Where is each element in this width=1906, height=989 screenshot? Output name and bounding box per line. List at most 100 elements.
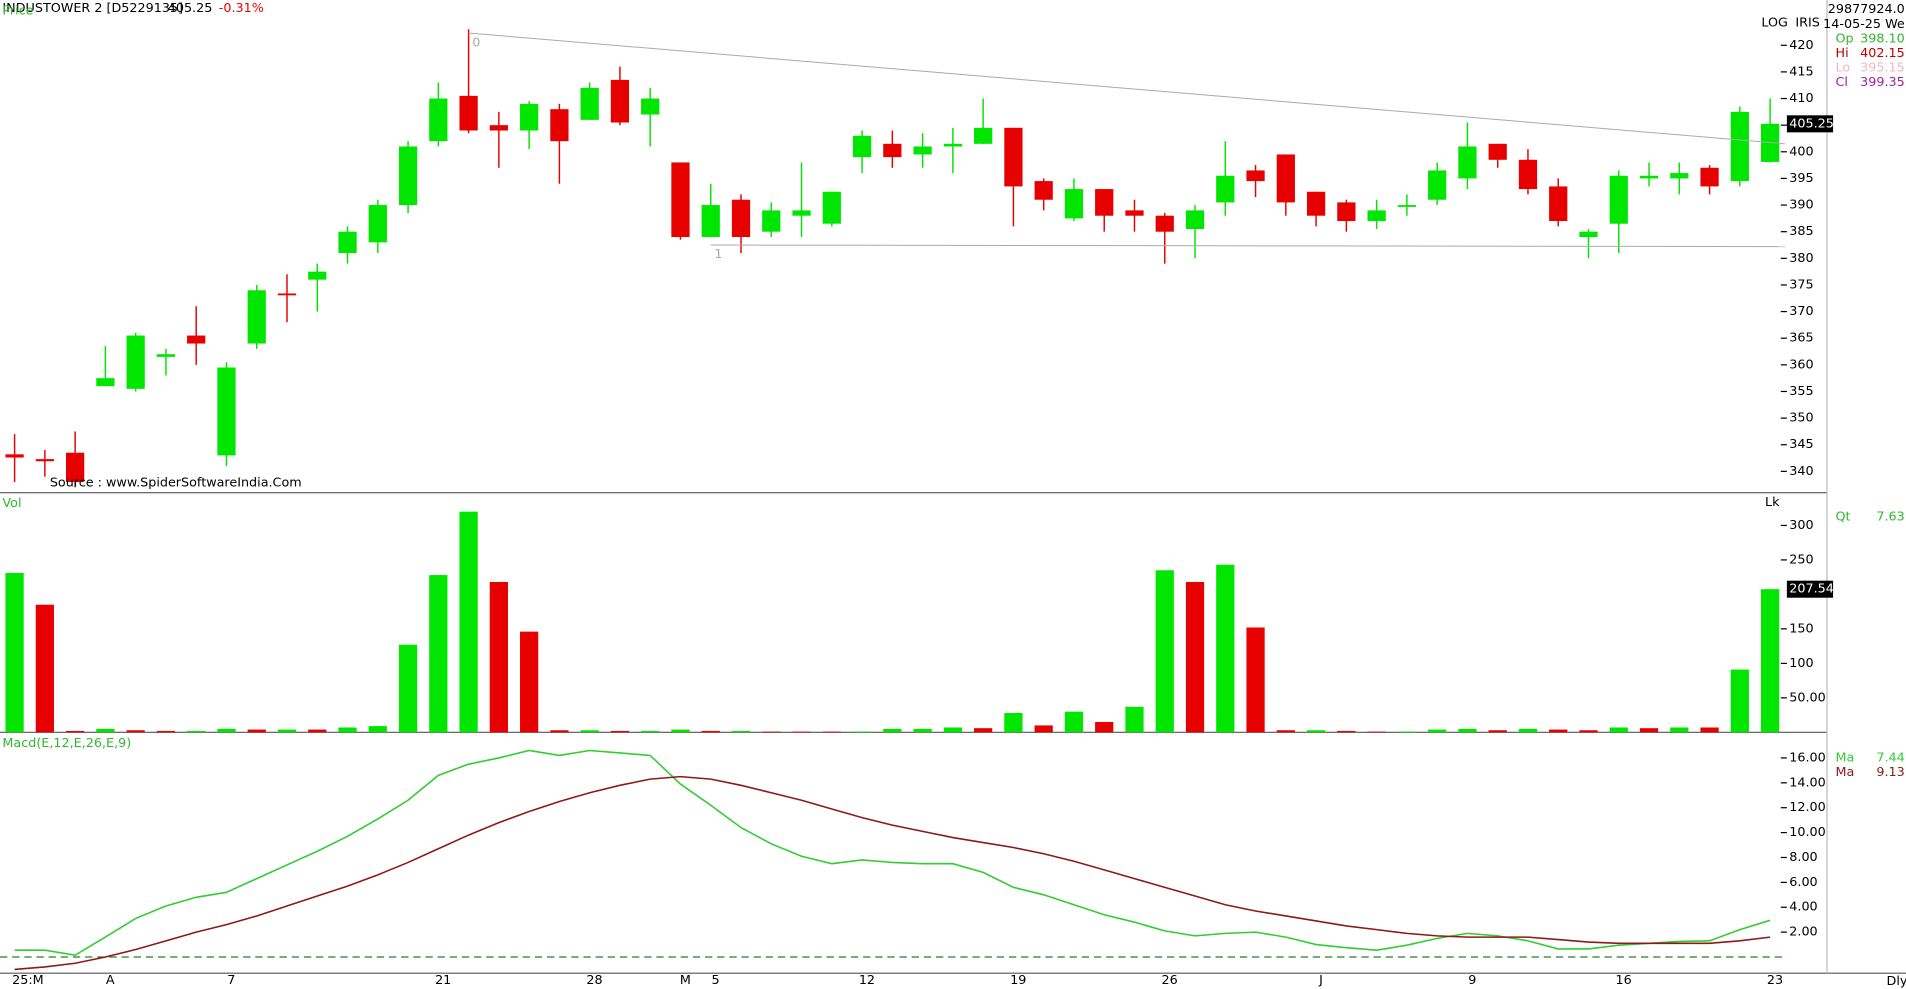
y-tick-label: 10.00 <box>1789 825 1826 840</box>
y-tick-label: 8.00 <box>1789 850 1817 865</box>
candle-body <box>1095 189 1114 216</box>
candle-body <box>974 127 993 144</box>
volume-bar <box>126 730 145 733</box>
x-tick-label: 5 <box>712 973 720 988</box>
volume-bar <box>974 728 993 733</box>
x-tick-label: 16 <box>1616 973 1632 988</box>
y-tick-label: 340 <box>1789 464 1813 479</box>
y-tick-label: 14.00 <box>1789 775 1826 790</box>
candle-body <box>1185 210 1205 230</box>
y-tick-label: 350 <box>1789 411 1813 426</box>
y-tick-label: 300 <box>1789 518 1813 533</box>
candle-body <box>550 109 569 142</box>
candle-body <box>1579 231 1598 238</box>
volume-bar <box>1518 728 1538 733</box>
volume-bar <box>1185 581 1205 733</box>
candle-body <box>429 98 448 142</box>
volume-bar <box>1579 730 1598 733</box>
candle-body <box>1306 191 1326 216</box>
y-tick-label: 400 <box>1789 144 1813 159</box>
info-label: Hi <box>1835 46 1848 61</box>
candle-body <box>398 146 418 206</box>
x-tick-label: 28 <box>586 973 602 988</box>
y-tick-label: 375 <box>1789 277 1813 292</box>
volume-bar <box>35 604 54 733</box>
candle-body <box>1670 173 1689 179</box>
volume-bar <box>762 731 781 733</box>
candle-body <box>489 125 508 131</box>
volume-bar <box>1246 627 1265 733</box>
candle-body <box>1730 111 1749 182</box>
volume-bar <box>1095 721 1114 733</box>
candle-body <box>822 191 841 224</box>
y-tick-label: 420 <box>1789 38 1813 53</box>
x-tick-label: 7 <box>227 973 235 988</box>
candle-body <box>1155 215 1174 232</box>
volume-bar <box>701 730 720 733</box>
date: 14-05-25 We <box>1823 17 1905 32</box>
volume-bar <box>1609 727 1628 733</box>
volume-bar <box>1034 725 1053 733</box>
candle-body <box>852 135 872 158</box>
candle-body <box>35 459 54 462</box>
y-tick-label: 250 <box>1789 552 1813 567</box>
candle-body <box>217 367 236 456</box>
period: Dly <box>1887 974 1906 989</box>
volume-bar <box>822 731 841 733</box>
panel-title: Vol <box>2 496 21 511</box>
y-tick-label: 380 <box>1789 251 1813 266</box>
x-tick-label: A <box>106 973 115 988</box>
candle-body <box>1428 170 1447 200</box>
y-tick-label: 385 <box>1789 224 1813 239</box>
volume-bar <box>308 729 327 733</box>
candle-body <box>66 452 85 483</box>
info-value: 402.15 <box>1860 46 1905 61</box>
change: -0.31% <box>219 1 264 16</box>
info-value: 398.10 <box>1860 31 1905 46</box>
candle-body <box>762 210 781 232</box>
x-tick-label: 12 <box>859 973 875 988</box>
x-tick-label: 26 <box>1161 973 1177 988</box>
y-tick-label: 415 <box>1789 64 1813 79</box>
volume-bar <box>641 730 660 733</box>
volume-bar <box>247 729 266 733</box>
last-value-label: 207.54 <box>1789 582 1834 597</box>
x-tick-label: 25:M <box>12 973 44 988</box>
candle-body <box>580 87 599 120</box>
candle-body <box>1216 175 1235 203</box>
volume-bar <box>1064 711 1084 733</box>
volume-bar <box>1367 731 1386 733</box>
y-tick-label: 395 <box>1789 171 1813 186</box>
legend-name: Ma <box>1835 765 1854 780</box>
candle-body <box>792 210 811 216</box>
volume-bar <box>1337 730 1356 733</box>
candle-body <box>1397 205 1417 207</box>
volume-bar <box>96 728 115 733</box>
y-tick-label: 2.00 <box>1789 925 1817 940</box>
y-tick-label: 6.00 <box>1789 875 1817 890</box>
volume-bar <box>66 730 85 733</box>
candle-body <box>308 271 327 280</box>
volume-bar <box>1730 669 1749 733</box>
candle-body <box>1488 143 1507 160</box>
volume-bar <box>1760 589 1780 733</box>
volume-bar <box>520 631 539 733</box>
y-tick-label: 50.00 <box>1789 690 1826 705</box>
candle-body <box>277 293 297 296</box>
candle-body <box>1246 170 1265 182</box>
volume-bar <box>398 644 418 733</box>
y-tick-label: 100 <box>1789 656 1813 671</box>
info-label: Lo <box>1835 61 1850 76</box>
source: Source : www.SpiderSoftwareIndia.Com <box>50 475 302 490</box>
candle-body <box>1458 146 1477 179</box>
y-tick-label: 370 <box>1789 304 1813 319</box>
candle-body <box>1700 167 1719 187</box>
candle-body <box>671 162 690 238</box>
candle-body <box>520 103 539 131</box>
volume-bar <box>852 731 872 733</box>
y-tick-label: 4.00 <box>1789 900 1817 915</box>
macd-line <box>14 775 1771 971</box>
trendline-label: 0 <box>472 35 480 50</box>
candle-body <box>883 143 902 158</box>
